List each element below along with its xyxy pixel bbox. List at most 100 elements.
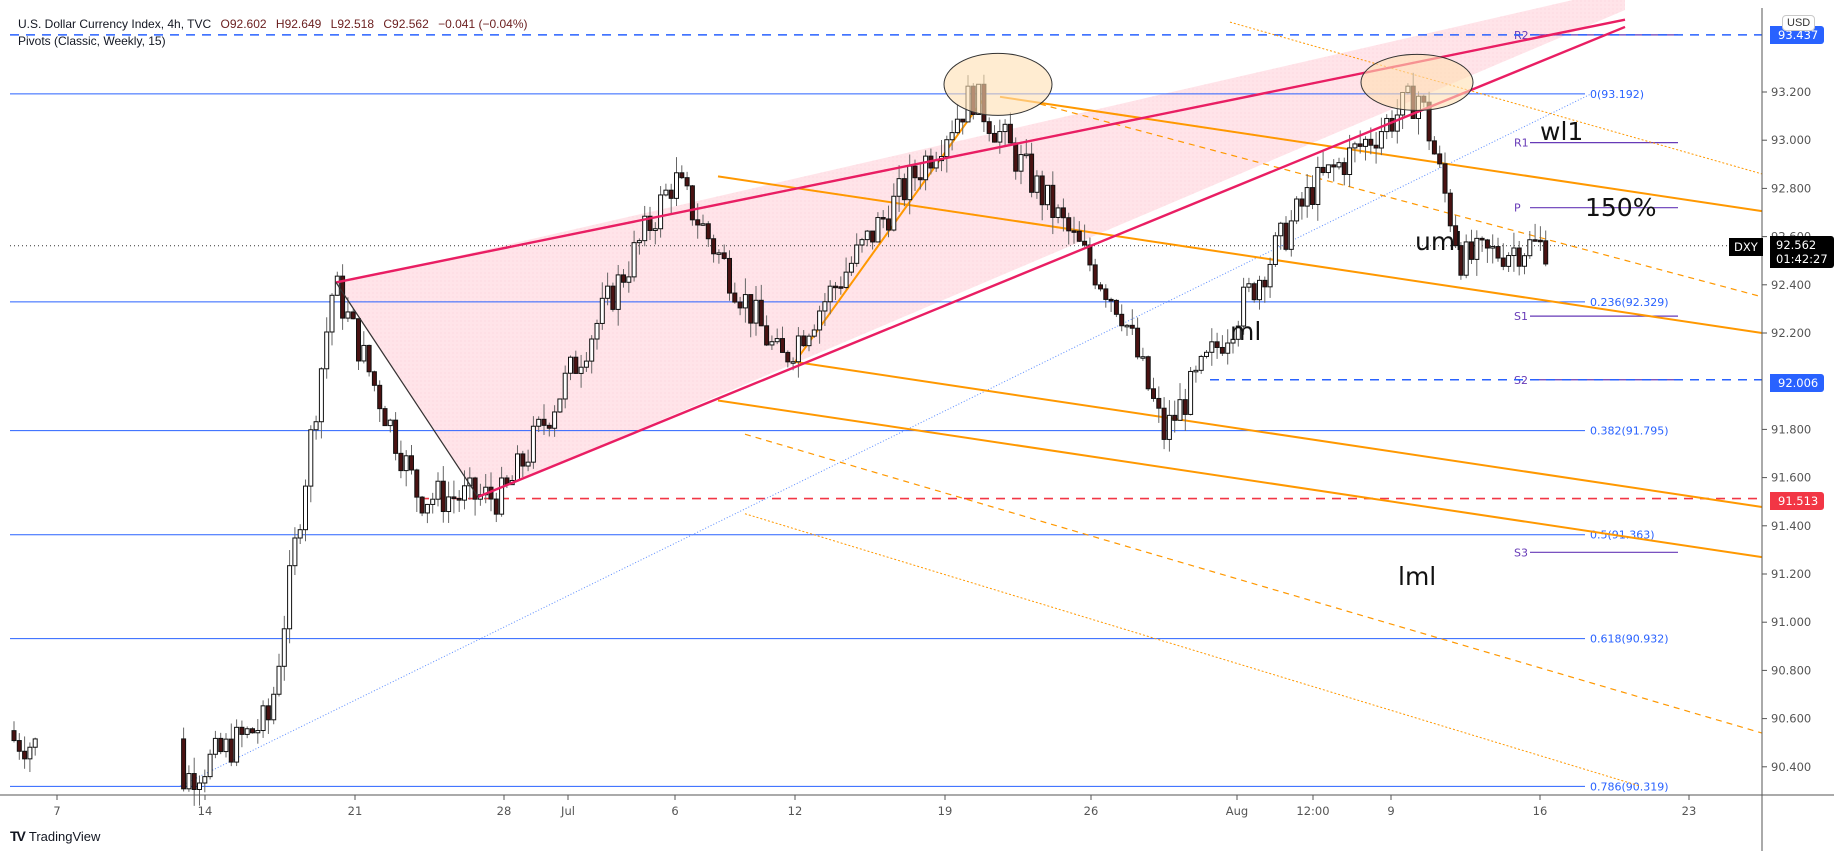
bearish-candle[interactable] — [1119, 313, 1125, 327]
pitchfork-150pct-line[interactable] — [1039, 103, 1763, 298]
bearish-candle[interactable] — [1029, 153, 1035, 193]
bullish-candle[interactable] — [324, 331, 330, 370]
bullish-candle[interactable] — [795, 335, 801, 363]
bearish-candle[interactable] — [992, 132, 997, 143]
bullish-candle[interactable] — [1272, 235, 1278, 265]
bearish-candle[interactable] — [573, 356, 579, 374]
bullish-candle[interactable] — [1267, 263, 1273, 288]
bearish-candle[interactable] — [1098, 284, 1103, 290]
bearish-candle[interactable] — [1007, 123, 1013, 144]
pitchfork-lower-median-line[interactable] — [717, 399, 1763, 559]
bullish-candle[interactable] — [658, 194, 664, 230]
bullish-candle[interactable] — [1463, 241, 1469, 276]
bullish-candle[interactable] — [430, 498, 436, 505]
bearish-candle[interactable] — [1458, 245, 1464, 276]
bearish-candle[interactable] — [668, 189, 674, 199]
bearish-candle[interactable] — [1039, 175, 1045, 206]
bearish-candle[interactable] — [228, 738, 234, 763]
bullish-candle[interactable] — [1225, 342, 1231, 354]
bullish-candle[interactable] — [387, 419, 393, 427]
bearish-candle[interactable] — [917, 177, 923, 181]
bearish-candle[interactable] — [366, 344, 372, 373]
bearish-candle[interactable] — [181, 738, 187, 790]
bearish-candle[interactable] — [371, 371, 377, 386]
bullish-candle[interactable] — [631, 242, 637, 278]
bearish-candle[interactable] — [695, 219, 701, 226]
bearish-candle[interactable] — [960, 118, 966, 123]
bullish-candle[interactable] — [313, 421, 319, 431]
bullish-candle[interactable] — [1230, 338, 1236, 344]
bearish-candle[interactable] — [1219, 346, 1225, 354]
bullish-candle[interactable] — [1352, 143, 1358, 149]
bullish-candle[interactable] — [1198, 355, 1204, 371]
bearish-candle[interactable] — [1071, 230, 1077, 233]
lower-dashed-line[interactable] — [744, 433, 1763, 734]
bearish-candle[interactable] — [764, 325, 770, 346]
bearish-candle[interactable] — [1172, 414, 1178, 421]
bearish-candle[interactable] — [472, 477, 478, 500]
bearish-candle[interactable] — [1320, 166, 1326, 174]
bullish-candle[interactable] — [1294, 198, 1300, 222]
bearish-candle[interactable] — [1484, 239, 1490, 249]
bearish-candle[interactable] — [1516, 247, 1522, 267]
bullish-candle[interactable] — [1363, 138, 1368, 147]
bullish-candle[interactable] — [1045, 184, 1050, 206]
bullish-candle[interactable] — [1177, 399, 1183, 421]
bearish-candle[interactable] — [22, 750, 28, 760]
bearish-candle[interactable] — [1453, 225, 1459, 247]
bullish-candle[interactable] — [896, 178, 902, 197]
bullish-candle[interactable] — [234, 726, 240, 763]
bullish-candle[interactable] — [552, 411, 558, 429]
bearish-candle[interactable] — [1543, 240, 1549, 265]
bearish-candle[interactable] — [833, 285, 838, 289]
bullish-candle[interactable] — [1394, 114, 1400, 132]
bullish-candle[interactable] — [907, 165, 913, 201]
bullish-candle[interactable] — [557, 398, 563, 413]
pitchfork-median-line[interactable] — [794, 360, 1763, 509]
bullish-candle[interactable] — [636, 240, 642, 244]
bullish-candle[interactable] — [1315, 166, 1321, 205]
bullish-candle[interactable] — [345, 311, 351, 319]
bearish-candle[interactable] — [1135, 327, 1141, 358]
bearish-candle[interactable] — [1013, 142, 1019, 172]
bearish-candle[interactable] — [621, 274, 626, 283]
bearish-candle[interactable] — [356, 318, 361, 362]
bullish-candle[interactable] — [462, 485, 467, 501]
bullish-candle[interactable] — [255, 730, 261, 734]
bullish-candle[interactable] — [817, 310, 823, 331]
bullish-candle[interactable] — [223, 738, 229, 753]
bearish-candle[interactable] — [520, 453, 526, 467]
bullish-candle[interactable] — [1034, 175, 1040, 193]
bullish-candle[interactable] — [1241, 286, 1247, 327]
bearish-candle[interactable] — [1389, 117, 1395, 132]
bullish-candle[interactable] — [32, 738, 38, 748]
bearish-candle[interactable] — [1262, 279, 1268, 288]
bullish-candle[interactable] — [1018, 154, 1024, 172]
bearish-candle[interactable] — [801, 335, 807, 347]
bearish-candle[interactable] — [1129, 324, 1135, 329]
bearish-candle[interactable] — [250, 728, 255, 734]
bearish-candle[interactable] — [414, 469, 420, 498]
bearish-candle[interactable] — [16, 740, 22, 752]
bullish-candle[interactable] — [334, 275, 340, 296]
bullish-candle[interactable] — [446, 496, 452, 513]
bullish-candle[interactable] — [700, 223, 706, 226]
bullish-candle[interactable] — [854, 244, 860, 264]
bearish-candle[interactable] — [785, 351, 791, 363]
bullish-candle[interactable] — [864, 230, 870, 241]
wedge-diagonal-line[interactable] — [335, 282, 479, 498]
bearish-candle[interactable] — [901, 178, 907, 201]
bullish-candle[interactable] — [207, 753, 213, 778]
bearish-candle[interactable] — [1447, 192, 1453, 227]
bearish-candle[interactable] — [1479, 237, 1485, 241]
bearish-candle[interactable] — [265, 705, 271, 721]
bullish-candle[interactable] — [1246, 283, 1252, 288]
highlight-ellipse-left[interactable] — [943, 52, 1053, 116]
bullish-candle[interactable] — [525, 461, 531, 467]
bullish-candle[interactable] — [1209, 341, 1215, 353]
bearish-candle[interactable] — [419, 496, 425, 514]
bearish-candle[interactable] — [1251, 283, 1257, 301]
bullish-candle[interactable] — [403, 455, 409, 472]
bullish-candle[interactable] — [297, 529, 303, 539]
